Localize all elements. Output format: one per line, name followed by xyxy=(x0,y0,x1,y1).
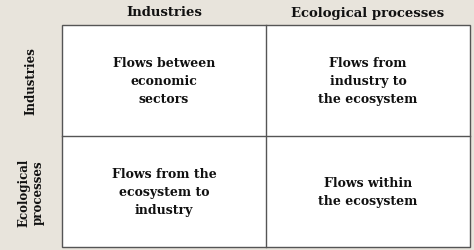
Bar xyxy=(62,26,470,247)
Text: Ecological processes: Ecological processes xyxy=(292,6,445,20)
Text: Ecological
processes: Ecological processes xyxy=(17,158,45,226)
Text: Flows from
industry to
the ecosystem: Flows from industry to the ecosystem xyxy=(319,57,418,106)
Text: Flows within
the ecosystem: Flows within the ecosystem xyxy=(319,176,418,207)
Text: Industries: Industries xyxy=(25,47,37,115)
Text: Flows from the
ecosystem to
industry: Flows from the ecosystem to industry xyxy=(111,167,216,216)
Text: Industries: Industries xyxy=(126,6,202,20)
Text: Flows between
economic
sectors: Flows between economic sectors xyxy=(113,57,215,106)
